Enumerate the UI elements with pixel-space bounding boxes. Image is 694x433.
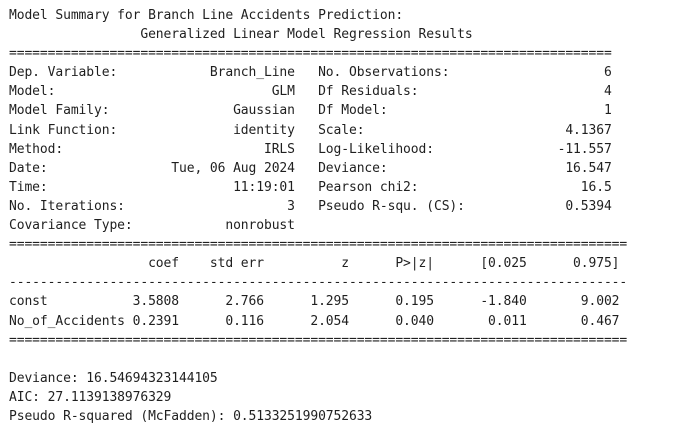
- row-time: Time: 11:19:01 Pearson chi2: 16.5: [9, 179, 612, 195]
- coef-table-header-divider: ----------------------------------------…: [9, 275, 628, 291]
- pseudo-r-squared-line: Pseudo R-squared (McFadden): 0.513325199…: [9, 408, 373, 424]
- row-method: Method: IRLS Log-Likelihood: -11.557: [9, 141, 612, 157]
- row-model: Model: GLM Df Residuals: 4: [9, 84, 612, 100]
- coef-row-no-of-accidents: No_of_Accidents 0.2391 0.116 2.054 0.040…: [9, 313, 620, 329]
- summary-heading: Model Summary for Branch Line Accidents …: [9, 8, 404, 23]
- coef-table-top-divider: ========================================…: [9, 237, 628, 253]
- coef-table-bottom-divider: ========================================…: [9, 332, 628, 348]
- deviance-line: Deviance: 16.54694323144105: [9, 370, 218, 386]
- row-iterations: No. Iterations: 3 Pseudo R-squ. (CS): 0.…: [9, 198, 612, 214]
- row-link-function: Link Function: identity Scale: 4.1367: [9, 122, 612, 138]
- row-dep-variable: Dep. Variable: Branch_Line No. Observati…: [9, 65, 612, 81]
- row-date: Date: Tue, 06 Aug 2024 Deviance: 16.547: [9, 160, 612, 176]
- coef-row-const: const 3.5808 2.766 1.295 0.195 -1.840 9.…: [9, 294, 620, 310]
- row-model-family: Model Family: Gaussian Df Model: 1: [9, 103, 612, 119]
- coef-table-header: coef std err z P>|z| [0.025 0.975]: [9, 256, 620, 272]
- top-divider: ========================================…: [9, 46, 612, 62]
- aic-line: AIC: 27.1139138976329: [9, 389, 172, 405]
- results-title: Generalized Linear Model Regression Resu…: [9, 27, 473, 43]
- blank-line: [9, 350, 627, 369]
- row-covariance-type: Covariance Type: nonrobust: [9, 218, 295, 234]
- glm-summary-output: Model Summary for Branch Line Accidents …: [9, 6, 627, 426]
